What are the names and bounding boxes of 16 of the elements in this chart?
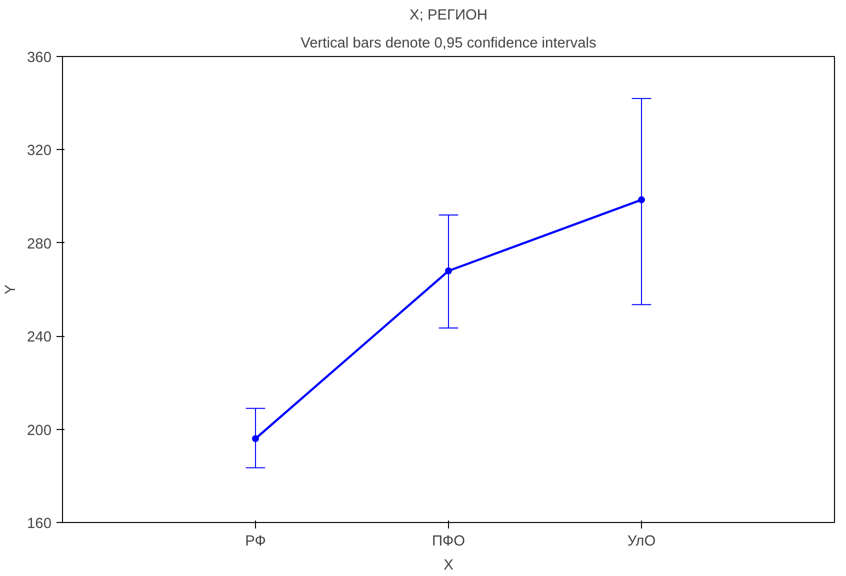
y-tick-label: 360 (27, 50, 52, 66)
y-tick-label: 200 (27, 422, 52, 439)
x-tick-label: РФ (245, 534, 266, 550)
y-tick-label: 160 (27, 516, 52, 532)
y-tick-label: 320 (27, 143, 52, 160)
point (252, 435, 259, 442)
chart-subtitle: Vertical bars denote 0,95 confidence intervals (300, 36, 596, 52)
point (445, 267, 452, 274)
point (638, 196, 645, 204)
x-axis-title: X (444, 558, 454, 574)
x-tick-label: ПФО (432, 534, 466, 550)
y-axis-title: Y (3, 284, 20, 294)
chart-title: X; РЕГИОН (410, 8, 488, 24)
x-tick-label: УлО (627, 534, 656, 550)
y-tick-label: 280 (27, 236, 52, 252)
y-tick-label: 240 (27, 330, 52, 346)
